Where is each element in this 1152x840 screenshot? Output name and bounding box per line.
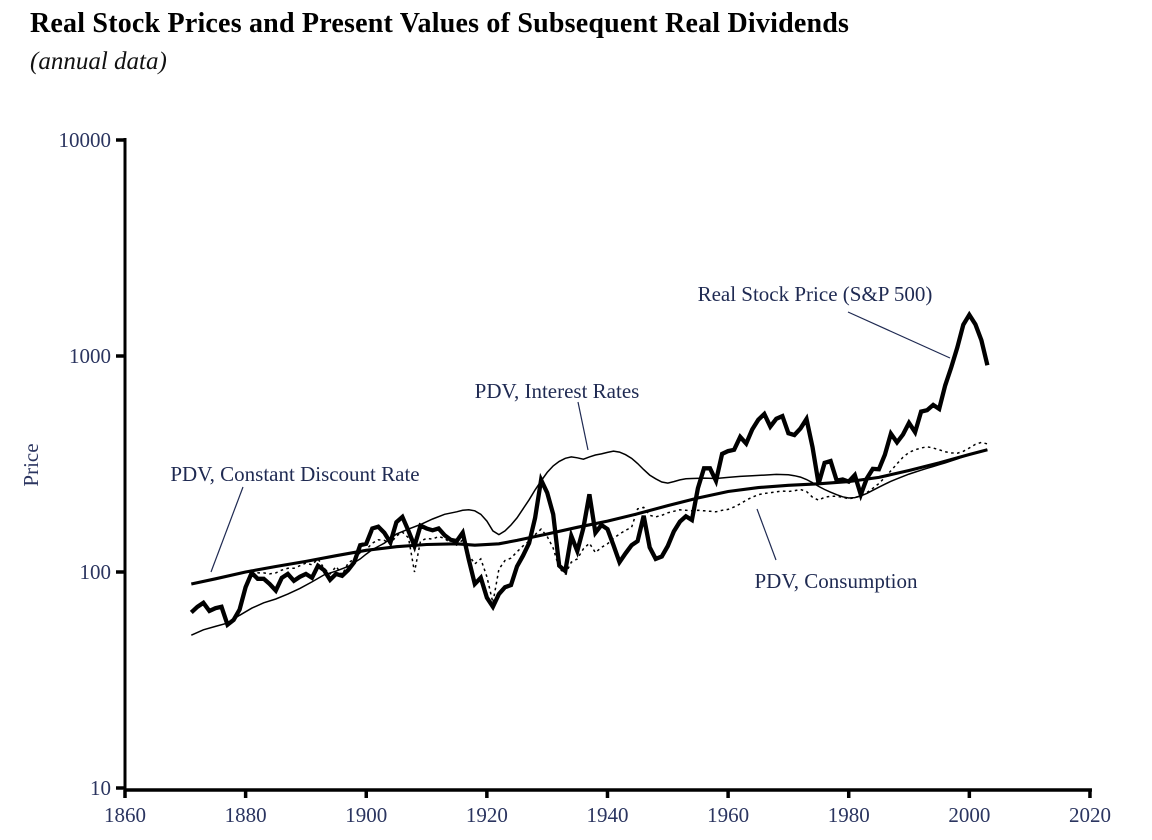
- x-tick-label-2000: 2000: [948, 803, 990, 827]
- x-tick-label-1960: 1960: [707, 803, 749, 827]
- annotation-pointer-real-stock-price-s-p-500: [847, 311, 951, 359]
- x-tick-label-1940: 1940: [586, 803, 628, 827]
- x-tick-label-1860: 1860: [104, 803, 146, 827]
- y-tick-label-10: 10: [90, 776, 111, 800]
- annotation-label-pdv-consumption: PDV, Consumption: [755, 569, 918, 593]
- y-tick-label-100: 100: [80, 560, 112, 584]
- x-tick-label-2020: 2020: [1069, 803, 1111, 827]
- annotation-label-pdv-constant-discount-rate: PDV, Constant Discount Rate: [170, 462, 419, 486]
- x-tick-label-1920: 1920: [466, 803, 508, 827]
- annotation-label-real-stock-price-s-p-500: Real Stock Price (S&P 500): [698, 282, 933, 306]
- annotation-pointer-pdv-interest-rates: [577, 401, 589, 451]
- series-line-pdv-constant-discount-rate: [190, 448, 988, 586]
- x-tick-label-1900: 1900: [345, 803, 387, 827]
- annotation-pointer-pdv-consumption: [756, 508, 777, 561]
- chart-title: Real Stock Prices and Present Values of …: [30, 8, 850, 39]
- chart-subtitle: (annual data): [30, 48, 167, 75]
- series-line-real-stock-price-s-p-500: [189, 310, 990, 629]
- y-tick-label-1000: 1000: [69, 344, 111, 368]
- annotation-label-pdv-interest-rates: PDV, Interest Rates: [475, 379, 640, 403]
- annotation-pointer-pdv-constant-discount-rate: [210, 486, 244, 573]
- x-tick-label-1980: 1980: [828, 803, 870, 827]
- x-tick-label-1880: 1880: [225, 803, 267, 827]
- series-line-pdv-consumption: [251, 441, 988, 603]
- series-line-pdv-interest-rates: [190, 449, 988, 636]
- y-tick-label-10000: 10000: [59, 128, 112, 152]
- y-axis-title: Price: [19, 443, 43, 486]
